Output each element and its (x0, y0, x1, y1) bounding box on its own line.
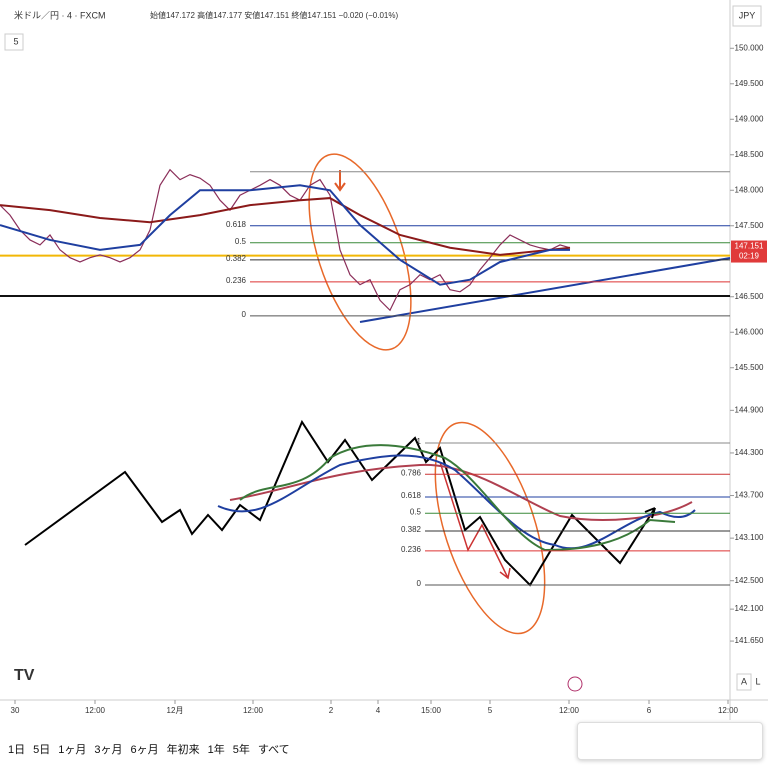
y-tick-label: 146.500 (735, 292, 764, 301)
y-tick-label: 142.500 (735, 576, 764, 585)
y-tick-label: 148.000 (735, 185, 764, 194)
y-tick-label: 141.650 (735, 636, 764, 645)
fib-label: 0.5 (235, 237, 247, 246)
x-tick-label: 12:00 (85, 706, 106, 715)
fib-label: 0.786 (401, 468, 422, 477)
range-button[interactable]: 3ヶ月 (94, 744, 123, 756)
fib-label: 0.618 (401, 491, 422, 500)
drawn-curve (229, 463, 693, 521)
series-line (0, 184, 570, 286)
fib-label: 0.382 (401, 525, 422, 534)
indicator-count: 5 (13, 36, 18, 46)
chart: 米ドル／円 · 4 · FXCM 始値147.172 高値147.177 安値1… (0, 0, 768, 720)
fib-label: 0.5 (410, 507, 422, 516)
ohlc: 始値147.172 高値147.177 安値147.151 終値147.151 … (150, 10, 398, 20)
currency-button[interactable] (732, 5, 762, 27)
range-button[interactable]: 1年 (207, 744, 225, 756)
x-tick-label: 12:00 (559, 706, 580, 715)
ellipse-annotation (308, 153, 412, 351)
y-tick-label: 149.500 (735, 79, 764, 88)
drawn-path (24, 419, 656, 587)
y-tick-label: 144.900 (735, 405, 764, 414)
y-tick-label: 143.700 (735, 491, 764, 500)
y-tick-label: 147.500 (735, 221, 764, 230)
x-tick-label: 30 (11, 706, 20, 715)
plot-area (0, 0, 730, 700)
event-icon[interactable] (567, 676, 583, 692)
x-tick-label: 6 (647, 706, 652, 715)
x-tick-label: 4 (376, 706, 381, 715)
fib-label: 0.236 (401, 545, 422, 554)
x-tick-label: 12:00 (718, 706, 739, 715)
x-tick-label: 12月 (167, 706, 184, 715)
symbol: 米ドル／円 · 4 · FXCM (14, 9, 106, 20)
log-scale-label[interactable]: L (755, 676, 760, 686)
fib-label: 1 (417, 437, 422, 446)
y-tick-label: 148.500 (735, 150, 764, 159)
auto-scale-label: A (741, 676, 747, 686)
logo: TV (14, 667, 35, 684)
range-button[interactable]: 5年 (232, 744, 250, 756)
countdown: 02:19 (739, 252, 760, 261)
ellipse-annotation (434, 421, 546, 635)
x-tick-label: 15:00 (421, 706, 442, 715)
y-tick-label: 145.500 (735, 363, 764, 372)
auto-scale[interactable] (736, 673, 752, 691)
range-button[interactable]: 1ヶ月 (58, 744, 87, 756)
fib-label: 0 (417, 579, 422, 588)
x-tick-label: 5 (488, 706, 493, 715)
arrow (334, 170, 346, 192)
fib-label: 0.382 (226, 254, 247, 263)
series-line (0, 197, 571, 256)
y-tick-label: 149.000 (735, 114, 764, 123)
range-button[interactable]: 5日 (33, 744, 51, 756)
fib-label: 0.618 (226, 220, 247, 229)
drawn-curve (239, 444, 676, 552)
drawn-curve (217, 454, 696, 550)
range-button[interactable]: 1日 (8, 744, 26, 756)
y-tick-label: 143.100 (735, 533, 764, 542)
last-price-badge (731, 240, 767, 263)
x-tick-label: 12:00 (243, 706, 264, 715)
drawing-toolbar[interactable] (577, 722, 763, 760)
fib-label: 0.236 (226, 276, 247, 285)
x-tick-label: 2 (329, 706, 334, 715)
indicator-badge[interactable] (4, 33, 24, 51)
arrow (439, 461, 511, 580)
fib-label: 0 (242, 310, 247, 319)
currency: JPY (739, 10, 756, 20)
toolbar: 1日 5日 1ヶ月 3ヶ月 6ヶ月 年初来 1年 5年 すべて (0, 730, 768, 768)
y-tick-label: 144.300 (735, 448, 764, 457)
last-price: 147.151 (735, 242, 764, 251)
range-button[interactable]: 6ヶ月 (130, 744, 159, 756)
y-tick-label: 146.000 (735, 327, 764, 336)
y-tick-label: 150.000 (735, 43, 764, 52)
range-button[interactable]: すべて (257, 744, 290, 756)
trendline (359, 257, 731, 323)
y-tick-label: 142.100 (735, 604, 764, 613)
range-button[interactable]: 年初来 (166, 744, 200, 756)
